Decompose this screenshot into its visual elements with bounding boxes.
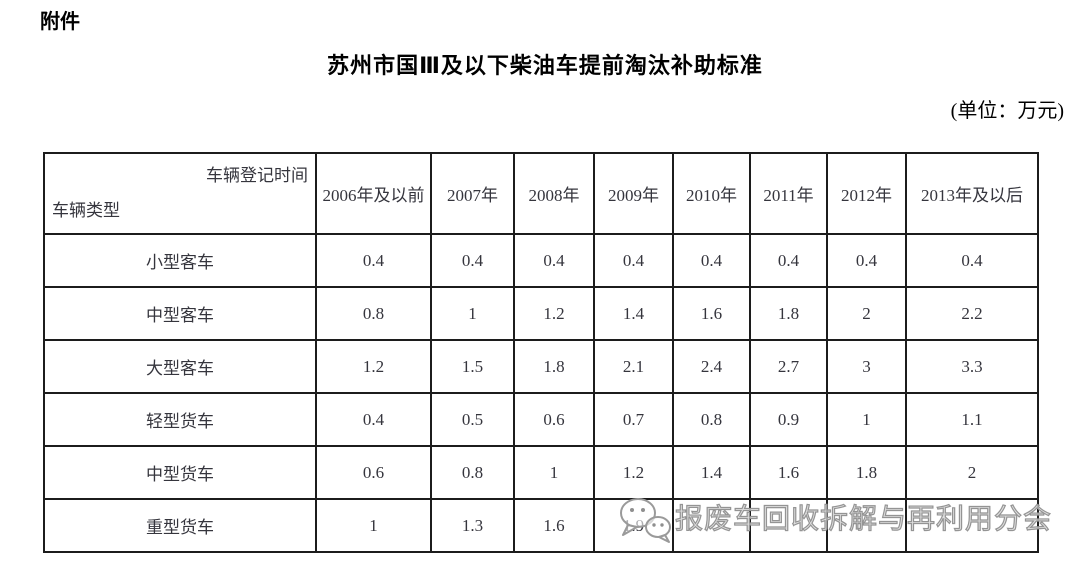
table-cell: 0.4 — [430, 233, 515, 288]
table-row: 轻型货车 0.4 0.5 0.6 0.7 0.8 0.9 1 1.1 — [43, 392, 1039, 447]
table-row: 大型客车 1.2 1.5 1.8 2.1 2.4 2.7 3 3.3 — [43, 339, 1039, 394]
table-cell: 2.1 — [593, 339, 674, 394]
table-cell: 0.8 — [672, 392, 751, 447]
table-cell: 1.1 — [905, 392, 1039, 447]
table-cell: 0.4 — [315, 392, 432, 447]
row-label: 中型客车 — [43, 286, 317, 341]
column-header: 2010年 — [672, 152, 751, 235]
table-cell: 1.4 — [672, 445, 751, 500]
corner-column-axis-label: 车辆登记时间 — [206, 166, 308, 185]
table-cell: 0.6 — [315, 445, 432, 500]
table-cell: 3.3 — [905, 339, 1039, 394]
table-header-row: 车辆登记时间 车辆类型 2006年及以前 2007年 2008年 2009年 2… — [43, 152, 1039, 235]
table-cell: 0.6 — [513, 392, 595, 447]
table-cell: 0.4 — [826, 233, 907, 288]
row-label: 轻型货车 — [43, 392, 317, 447]
table-cell: 0.4 — [315, 233, 432, 288]
row-label: 大型客车 — [43, 339, 317, 394]
table-cell: 3 — [826, 339, 907, 394]
table-cell: 1.2 — [593, 445, 674, 500]
table-row: 重型货车 1 1.3 1.6 1.9 — [43, 498, 1039, 553]
table-cell — [826, 498, 907, 553]
row-label: 中型货车 — [43, 445, 317, 500]
corner-row-axis-label: 车辆类型 — [52, 201, 120, 220]
table-cell: 1.8 — [513, 339, 595, 394]
table-cell: 0.4 — [749, 233, 828, 288]
table-cell: 0.9 — [749, 392, 828, 447]
table-row: 中型客车 0.8 1 1.2 1.4 1.6 1.8 2 2.2 — [43, 286, 1039, 341]
table-cell: 1.8 — [826, 445, 907, 500]
table-cell: 1.8 — [749, 286, 828, 341]
table-cell: 0.4 — [905, 233, 1039, 288]
table-cell: 0.8 — [430, 445, 515, 500]
table-row: 小型客车 0.4 0.4 0.4 0.4 0.4 0.4 0.4 0.4 — [43, 233, 1039, 288]
table-cell: 2 — [826, 286, 907, 341]
column-header: 2012年 — [826, 152, 907, 235]
column-header: 2011年 — [749, 152, 828, 235]
table-cell: 1 — [430, 286, 515, 341]
page-title: 苏州市国Ⅲ及以下柴油车提前淘汰补助标准 — [327, 53, 763, 78]
table-cell: 0.4 — [593, 233, 674, 288]
table-cell: 0.7 — [593, 392, 674, 447]
corner-header-cell: 车辆登记时间 车辆类型 — [43, 152, 317, 235]
row-label: 重型货车 — [43, 498, 317, 553]
table-cell: 1.9 — [593, 498, 674, 553]
row-label: 小型客车 — [43, 233, 317, 288]
table-cell: 1.4 — [593, 286, 674, 341]
table-cell: 1.2 — [315, 339, 432, 394]
table-cell: 2.4 — [672, 339, 751, 394]
table-cell: 0.4 — [672, 233, 751, 288]
subsidy-table: 车辆登记时间 车辆类型 2006年及以前 2007年 2008年 2009年 2… — [43, 152, 1039, 553]
table-cell: 1.6 — [513, 498, 595, 553]
table-cell: 2 — [905, 445, 1039, 500]
table-cell: 0.5 — [430, 392, 515, 447]
attachment-label: 附件 — [40, 11, 80, 33]
table-cell: 2.7 — [749, 339, 828, 394]
column-header: 2013年及以后 — [905, 152, 1039, 235]
column-header: 2008年 — [513, 152, 595, 235]
table-cell: 2.2 — [905, 286, 1039, 341]
table-cell: 1 — [315, 498, 432, 553]
table-cell — [672, 498, 751, 553]
table-cell: 1.3 — [430, 498, 515, 553]
table-cell: 1 — [513, 445, 595, 500]
table-cell — [905, 498, 1039, 553]
table-cell: 0.4 — [513, 233, 595, 288]
table-row: 中型货车 0.6 0.8 1 1.2 1.4 1.6 1.8 2 — [43, 445, 1039, 500]
table-cell — [749, 498, 828, 553]
table-cell: 1.6 — [749, 445, 828, 500]
column-header: 2007年 — [430, 152, 515, 235]
table-cell: 1.5 — [430, 339, 515, 394]
table-cell: 1.2 — [513, 286, 595, 341]
table-cell: 0.8 — [315, 286, 432, 341]
table-cell: 1 — [826, 392, 907, 447]
table-cell: 1.6 — [672, 286, 751, 341]
column-header: 2006年及以前 — [315, 152, 432, 235]
column-header: 2009年 — [593, 152, 674, 235]
unit-note: (单位：万元) — [950, 100, 1064, 122]
